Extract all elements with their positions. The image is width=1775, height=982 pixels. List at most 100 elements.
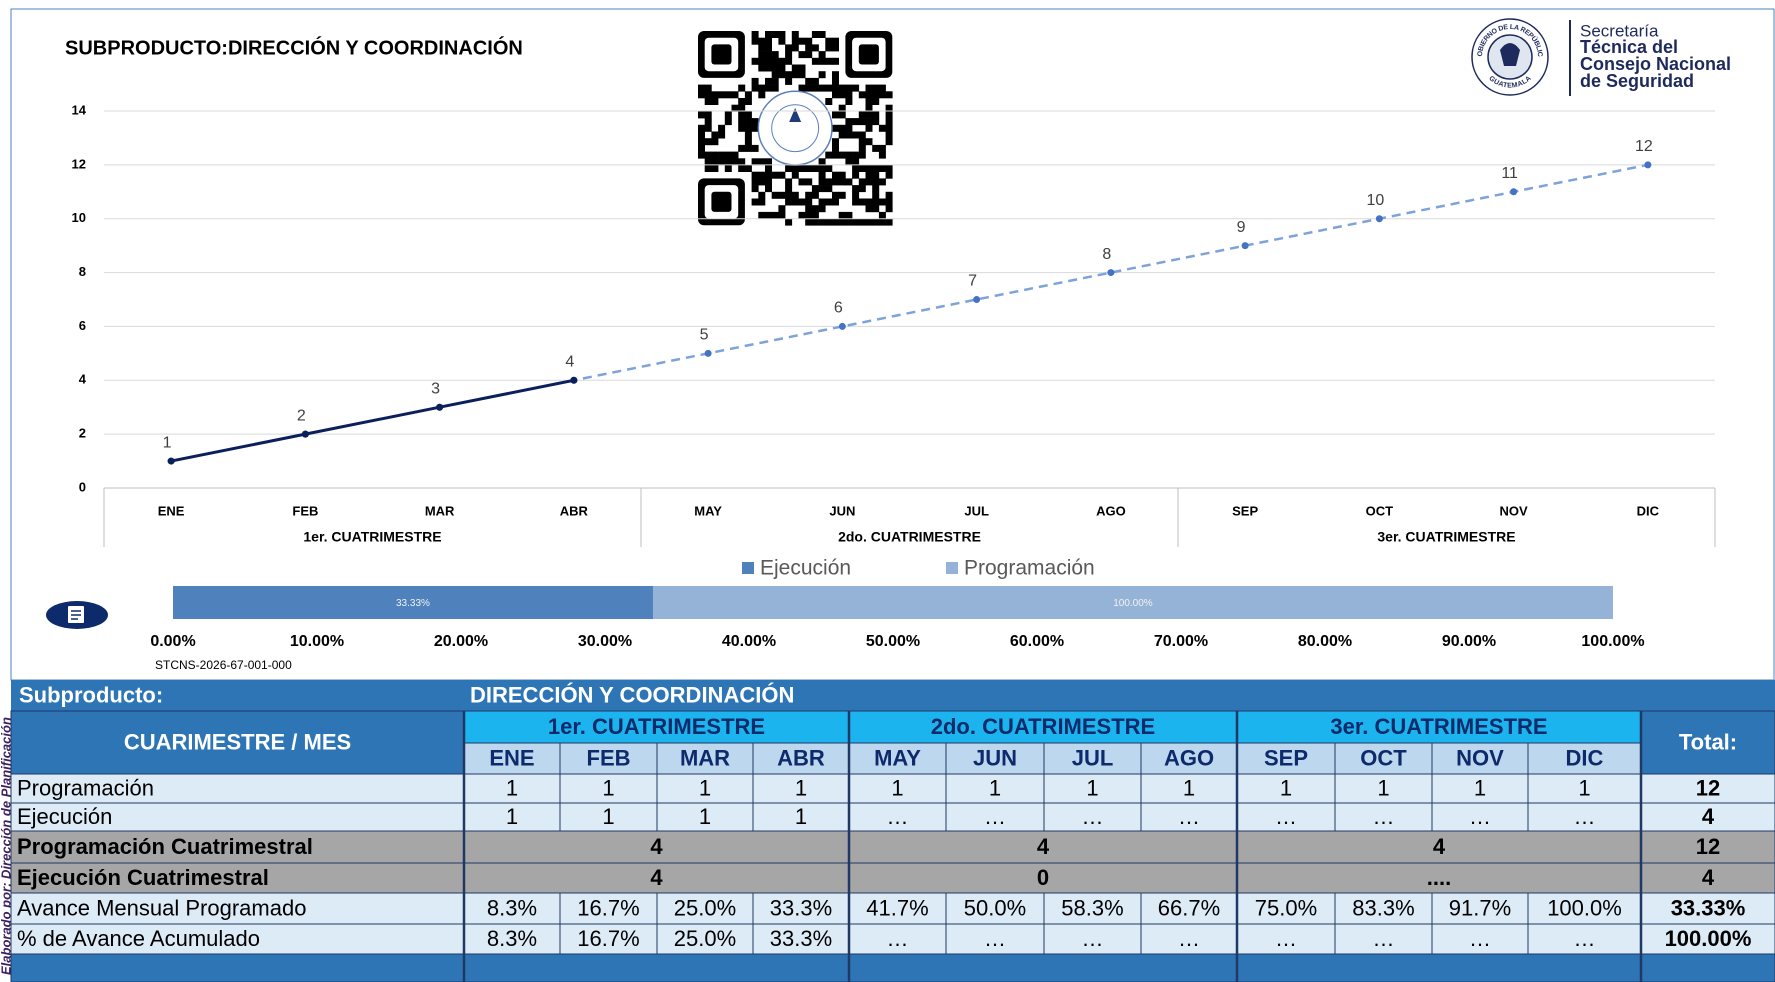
qr-module [771, 77, 779, 85]
qr-module [698, 131, 705, 139]
qr-module [805, 165, 813, 172]
qr-module [852, 131, 860, 139]
qr-module [698, 138, 705, 146]
qr-module [811, 165, 819, 172]
qr-module [731, 151, 739, 159]
x-tick-label: 90.00% [1442, 633, 1496, 650]
qr-module [785, 165, 793, 172]
qr-module [818, 158, 826, 166]
month-header: JUN [973, 745, 1017, 770]
x-tick-label: ENE [158, 503, 185, 518]
qr-module [865, 124, 873, 132]
qr-module [758, 191, 766, 199]
point [973, 296, 981, 303]
x-tick-label: 70.00% [1154, 633, 1208, 650]
qr-module [885, 218, 893, 226]
qr-module [811, 218, 819, 226]
month-header: NOV [1456, 745, 1504, 770]
qr-module [738, 98, 746, 105]
qr-module [838, 178, 846, 186]
x-tick-label: ABR [560, 503, 589, 518]
qr-module [865, 104, 873, 112]
qr-module [858, 198, 866, 206]
quarter-header: 2do. CUATRIMESTRE [931, 714, 1155, 739]
table-cell [1640, 923, 1775, 955]
table-cell [1640, 802, 1775, 832]
qr-module [865, 171, 873, 179]
row-label: Avance Mensual Programado [17, 895, 306, 920]
qr-module [791, 64, 799, 72]
x-tick-label: AGO [1096, 503, 1126, 518]
y-tick-label: 12 [72, 156, 86, 171]
qr-module [838, 218, 846, 226]
point [1107, 269, 1115, 277]
cell-text: … [1574, 926, 1596, 951]
qr-module [865, 165, 873, 172]
table-cell [463, 802, 561, 832]
month-header: JUL [1072, 745, 1114, 770]
qr-module [852, 218, 860, 226]
qr-module [791, 191, 799, 199]
qr-module [778, 37, 786, 45]
point [1644, 161, 1652, 169]
table-cell [1236, 923, 1336, 955]
qr-module [832, 57, 839, 65]
qr-module [878, 198, 886, 206]
qr-module [778, 31, 786, 38]
logo-line: Secretaría [1580, 21, 1659, 40]
data-label: 11 [1501, 165, 1518, 182]
qr-module [858, 218, 866, 226]
cell-text: … [1178, 804, 1200, 829]
qr-emblem [771, 104, 820, 153]
qr-module [832, 218, 839, 226]
table-cell [656, 773, 754, 804]
qr-module [818, 205, 826, 213]
qr-module [805, 198, 813, 206]
data-label: 12 [1635, 138, 1653, 155]
x-tick-label: 30.00% [578, 633, 632, 650]
qr-module [771, 71, 779, 79]
qr-module [798, 211, 806, 219]
qr-module [791, 165, 799, 172]
qr-module [818, 31, 826, 38]
qr-module [872, 185, 880, 193]
qr-module [698, 124, 705, 132]
table-cell [752, 923, 850, 955]
qr-module [724, 151, 732, 159]
qr-module [805, 37, 813, 45]
qr-module [825, 151, 833, 159]
qr-module [852, 185, 860, 193]
qr-module [885, 165, 893, 172]
qr-module [724, 91, 732, 99]
qr-module [811, 191, 819, 199]
table-cell [559, 892, 658, 925]
cell-text: 33.3% [770, 926, 832, 951]
table-cell [1527, 802, 1642, 832]
qr-module [698, 151, 705, 159]
month-header: MAR [680, 745, 730, 770]
cell-text: 4 [1433, 834, 1446, 859]
total-cell: 12 [1696, 834, 1720, 859]
qr-module [731, 104, 739, 112]
qr-module [832, 77, 839, 85]
qr-finder [711, 44, 732, 65]
qr-module [811, 84, 819, 92]
qr-module [771, 211, 779, 219]
qr-module [865, 178, 873, 186]
cell-text: 4 [1037, 834, 1050, 859]
qr-module [872, 84, 880, 92]
qr-module [858, 131, 866, 139]
table-cell [1334, 923, 1433, 955]
data-label: 3 [431, 380, 440, 397]
qr-module [711, 158, 719, 166]
qr-module [872, 111, 880, 119]
table-cell [1334, 892, 1433, 925]
group-label: 2do. CUATRIMESTRE [838, 529, 981, 545]
side-note: Elaborado por: Dirección de Planificació… [0, 717, 13, 975]
x-tick-label: OCT [1366, 503, 1394, 518]
table-cell [10, 710, 465, 775]
qr-finder [858, 44, 879, 65]
qr-module [738, 165, 746, 172]
qr-module [832, 171, 839, 179]
qr-module [704, 124, 712, 132]
